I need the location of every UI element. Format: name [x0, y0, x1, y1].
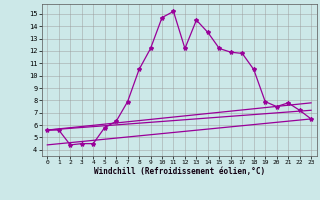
X-axis label: Windchill (Refroidissement éolien,°C): Windchill (Refroidissement éolien,°C): [94, 167, 265, 176]
